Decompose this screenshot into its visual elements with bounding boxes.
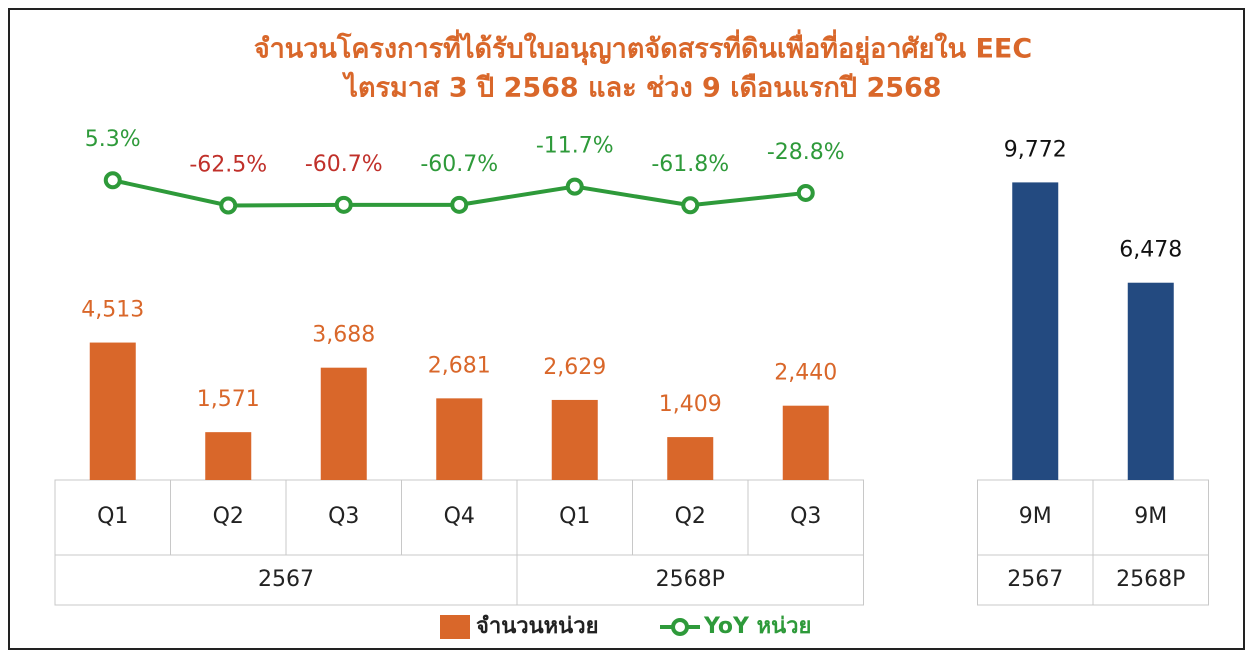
data-label: -60.7%	[420, 152, 498, 177]
group-cell	[516, 554, 864, 606]
data-label: 4,513	[81, 298, 144, 323]
legend-swatch	[440, 615, 470, 639]
bar	[436, 398, 483, 480]
yoy-point	[219, 196, 238, 215]
bar	[551, 399, 598, 480]
data-label: 3,688	[312, 323, 375, 348]
yoy-point	[450, 195, 469, 214]
chart-title: จำนวนโครงการที่ได้รับใบอนุญาตจัดสรรที่ดิ…	[254, 29, 1032, 66]
x-tick-label: Q4	[444, 504, 475, 529]
group-label: 2568P	[656, 567, 725, 592]
group-label: 2568P	[1116, 567, 1185, 592]
data-label: 5.3%	[85, 127, 141, 152]
bar	[782, 405, 829, 480]
legend-label: จำนวนหน่วย	[476, 614, 598, 639]
bar	[205, 432, 252, 480]
bar	[1012, 182, 1059, 480]
data-label: 1,571	[197, 387, 260, 412]
data-label: 6,478	[1119, 238, 1182, 263]
group-label: 2567	[1007, 567, 1063, 592]
group-cell	[1092, 554, 1209, 606]
bar	[89, 342, 136, 480]
data-label: -11.7%	[536, 134, 614, 159]
data-label: 2,681	[428, 353, 491, 378]
x-tick-label: Q2	[675, 504, 706, 529]
x-tick-label: Q3	[790, 504, 821, 529]
legend-marker	[671, 618, 689, 636]
x-tick-label: Q2	[213, 504, 244, 529]
data-label: 2,440	[774, 361, 837, 386]
chart-subtitle: ไตรมาส 3 ปี 2568 และ ช่วง 9 เดือนแรกปี 2…	[341, 72, 941, 104]
data-label: 9,772	[1004, 137, 1067, 162]
group-label: 2567	[258, 567, 314, 592]
bar	[667, 437, 714, 480]
bar	[320, 367, 367, 480]
yoy-point	[796, 183, 815, 202]
bar	[1127, 282, 1174, 480]
x-tick-label: 9M	[1019, 504, 1052, 529]
data-label: -28.8%	[767, 140, 845, 165]
x-tick-label: Q1	[559, 504, 590, 529]
data-label: -60.7%	[305, 152, 383, 177]
yoy-point	[334, 195, 353, 214]
yoy-point	[565, 177, 584, 196]
x-tick-label: 9M	[1134, 504, 1167, 529]
legend-label: YoY หน่วย	[703, 614, 811, 639]
yoy-point	[103, 171, 122, 190]
frame	[8, 8, 1245, 650]
data-label: -61.8%	[651, 152, 729, 177]
x-tick-label: Q1	[97, 504, 128, 529]
data-label: -62.5%	[189, 152, 267, 177]
data-label: 1,409	[659, 392, 722, 417]
data-label: 2,629	[543, 355, 606, 380]
x-tick-label: Q3	[328, 504, 359, 529]
yoy-point	[681, 196, 700, 215]
